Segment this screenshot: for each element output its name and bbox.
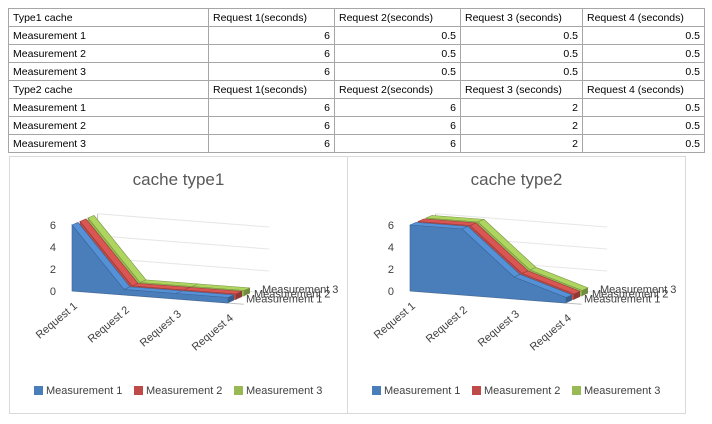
legend-label: Measurement 3 <box>584 385 660 397</box>
legend-label: Measurement 2 <box>484 385 560 397</box>
series-end-cap <box>582 287 588 296</box>
legend-label: Measurement 1 <box>384 385 460 397</box>
x-tick-label: Request 3 <box>476 308 522 349</box>
table-header-cell: Request 4 (seconds) <box>582 8 705 27</box>
y-tick-label: 2 <box>388 264 394 276</box>
cache-timing-table: Type1 cache Request 1(seconds) Request 2… <box>8 8 705 153</box>
table-cell: 6 <box>334 134 461 153</box>
series-depth-label: Measurement 1 <box>584 293 660 305</box>
series-depth-label: Measurement 2 <box>254 289 330 301</box>
table-row: Measurement 2 6 0.5 0.5 0.5 <box>8 44 705 63</box>
y-tick-label: 2 <box>50 264 56 276</box>
y-tick-label: 4 <box>50 242 56 254</box>
series-depth-label: Measurement 1 <box>246 293 322 305</box>
table-cell: 0.5 <box>460 44 583 63</box>
y-tick-label: 0 <box>50 286 56 298</box>
legend-label: Measurement 1 <box>46 385 122 397</box>
legend-swatch <box>134 386 143 395</box>
y-tick-label: 0 <box>388 286 394 298</box>
legend-swatch <box>372 386 381 395</box>
table-cell: Measurement 2 <box>8 116 209 135</box>
table-cell: 0.5 <box>582 44 705 63</box>
legend-label: Measurement 2 <box>146 385 222 397</box>
table-cell: Measurement 1 <box>8 26 209 45</box>
chart-title: cache type1 <box>133 170 225 189</box>
table-cell: 6 <box>334 98 461 117</box>
x-tick-label: Request 1 <box>34 300 80 341</box>
table-cell: Measurement 1 <box>8 98 209 117</box>
chart-cache-type1: cache type1 0 2 4 6 Measurement 3 Measurement … <box>9 156 348 414</box>
chart-cache-type2: cache type2 0 2 4 6 Measurement 3 Measurement … <box>347 156 686 414</box>
chart-title: cache type2 <box>471 170 563 189</box>
table-header-cell: Type1 cache <box>8 8 209 27</box>
table-cell: 0.5 <box>582 98 705 117</box>
table-cell: 6 <box>208 98 335 117</box>
legend-swatch <box>472 386 481 395</box>
table-header-row: Type1 cache Request 1(seconds) Request 2… <box>8 8 705 27</box>
chart-legend: Measurement 1 Measurement 2 Measurement 3 <box>372 385 660 397</box>
table-cell: 2 <box>460 134 583 153</box>
table-cell: 6 <box>208 62 335 81</box>
series-end-cap <box>244 287 250 296</box>
table-cell: 0.5 <box>334 26 461 45</box>
series-end-cap <box>228 294 234 303</box>
table-cell: 2 <box>460 98 583 117</box>
series-depth-label: Measurement 3 <box>262 284 338 296</box>
table-cell: 0.5 <box>460 26 583 45</box>
y-tick-label: 6 <box>388 220 394 232</box>
x-tick-label: Request 3 <box>138 308 184 349</box>
x-tick-label: Request 2 <box>424 304 470 345</box>
table-cell: 0.5 <box>334 62 461 81</box>
legend-swatch <box>234 386 243 395</box>
x-tick-label: Request 4 <box>190 312 236 353</box>
table-header-cell: Request 1(seconds) <box>208 80 335 99</box>
x-tick-label: Request 1 <box>372 300 418 341</box>
table-header-cell: Request 3 (seconds) <box>460 8 583 27</box>
table-cell: 6 <box>208 116 335 135</box>
table-cell: 0.5 <box>460 62 583 81</box>
legend-label: Measurement 3 <box>246 385 322 397</box>
table-header-cell: Request 4 (seconds) <box>582 80 705 99</box>
table-cell: 0.5 <box>334 44 461 63</box>
table-cell: 2 <box>460 116 583 135</box>
table-cell: 0.5 <box>582 62 705 81</box>
x-tick-label: Request 2 <box>86 304 132 345</box>
legend-swatch <box>572 386 581 395</box>
table-row: Measurement 3 6 0.5 0.5 0.5 <box>8 62 705 81</box>
table-header-cell: Type2 cache <box>8 80 209 99</box>
table-cell: Measurement 3 <box>8 134 209 153</box>
y-tick-label: 6 <box>50 220 56 232</box>
table-header-cell: Request 1(seconds) <box>208 8 335 27</box>
table-cell: 6 <box>334 116 461 135</box>
table-cell: Measurement 2 <box>8 44 209 63</box>
table-row: Measurement 1 6 0.5 0.5 0.5 <box>8 26 705 45</box>
table-cell: 6 <box>208 26 335 45</box>
table-header-cell: Request 3 (seconds) <box>460 80 583 99</box>
table-row: Measurement 2 6 6 2 0.5 <box>8 116 705 135</box>
series-area <box>71 222 235 304</box>
table-cell: 6 <box>208 44 335 63</box>
table-header-row: Type2 cache Request 1(seconds) Request 2… <box>8 80 705 99</box>
x-tick-label: Request 4 <box>528 312 574 353</box>
series-depth-label: Measurement 3 <box>600 284 676 296</box>
table-cell: 0.5 <box>582 116 705 135</box>
table-cell: 6 <box>208 134 335 153</box>
legend-swatch <box>34 386 43 395</box>
chart-legend: Measurement 1 Measurement 2 Measurement 3 <box>34 385 322 397</box>
series-depth-label: Measurement 2 <box>592 289 668 301</box>
table-cell: 0.5 <box>582 134 705 153</box>
table-header-cell: Request 2(seconds) <box>334 8 461 27</box>
table-header-cell: Request 2(seconds) <box>334 80 461 99</box>
table-cell: Measurement 3 <box>8 62 209 81</box>
series-area <box>409 222 573 304</box>
table-cell: 0.5 <box>582 26 705 45</box>
series-end-cap <box>574 291 580 300</box>
table-row: Measurement 3 6 6 2 0.5 <box>8 134 705 153</box>
series-end-cap <box>566 294 572 303</box>
y-tick-label: 4 <box>388 242 394 254</box>
table-row: Measurement 1 6 6 2 0.5 <box>8 98 705 117</box>
series-end-cap <box>236 291 242 300</box>
